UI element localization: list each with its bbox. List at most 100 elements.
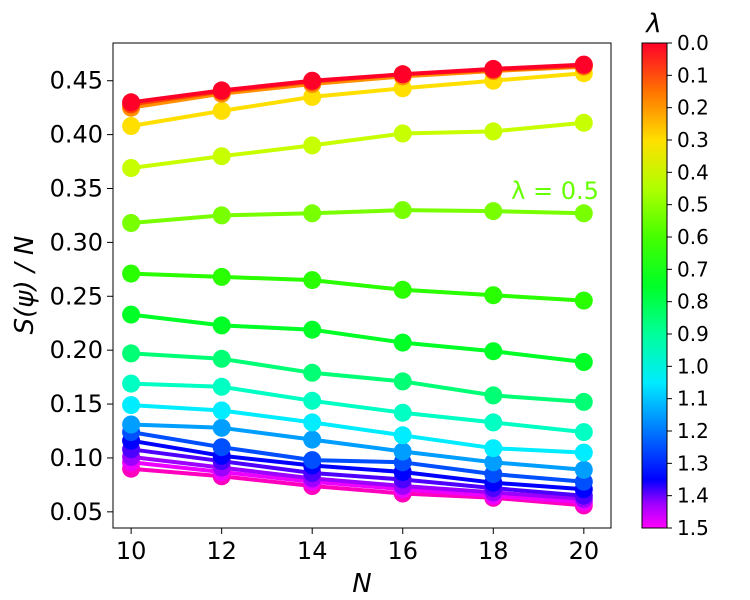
data-point	[303, 363, 322, 382]
colorbar-tick-label: 0.8	[677, 290, 709, 314]
colorbar	[641, 42, 668, 529]
series-line	[130, 466, 584, 508]
data-point	[393, 65, 412, 84]
series-4	[122, 113, 593, 177]
data-point	[393, 403, 412, 422]
series-line	[130, 460, 584, 505]
data-point	[484, 122, 503, 141]
series-line	[131, 381, 585, 435]
x-tick-label: 20	[569, 537, 600, 565]
series-9	[122, 374, 593, 442]
data-point	[122, 305, 141, 324]
data-point	[574, 460, 593, 479]
colorbar-tick-label: 1.3	[677, 451, 709, 475]
data-point	[484, 386, 503, 405]
series-line	[130, 351, 584, 404]
series-line	[130, 403, 584, 455]
colorbar-tick-label: 0.0	[677, 31, 709, 55]
series-layer	[122, 55, 593, 515]
data-point	[484, 413, 503, 432]
colorbar-tick-label: 0.3	[677, 128, 709, 152]
series-line	[130, 454, 584, 501]
data-point	[393, 201, 412, 220]
y-tick-label: 0.30	[50, 228, 103, 256]
data-point	[122, 374, 141, 393]
y-tick-label: 0.15	[50, 390, 103, 418]
data-point	[212, 316, 231, 335]
data-point	[574, 291, 593, 310]
data-point	[574, 353, 593, 371]
data-point	[122, 93, 141, 112]
series-10	[122, 396, 593, 462]
x-tick-label: 18	[478, 537, 509, 565]
data-point	[393, 442, 412, 461]
data-point	[484, 59, 503, 78]
data-point	[303, 271, 322, 290]
data-point	[393, 372, 412, 391]
series-line	[130, 447, 584, 498]
data-point	[122, 159, 141, 177]
series-1	[122, 56, 593, 114]
data-point	[393, 426, 412, 445]
y-tick-label: 0.35	[50, 175, 103, 203]
data-point	[303, 87, 322, 106]
data-point	[574, 113, 593, 132]
data-point	[122, 415, 141, 434]
series-line	[131, 271, 584, 303]
data-point	[303, 413, 322, 432]
colorbar-ticks: 0.0 0.1 0.2 0.3 0.4 0.5 0.6 0.7 0.8 0.9 1.0 1.1 1.2 1…	[667, 31, 709, 540]
plot-frame	[112, 42, 612, 529]
data-point	[484, 202, 503, 221]
data-point	[122, 264, 141, 283]
series-11	[122, 415, 593, 479]
data-point	[212, 418, 231, 437]
series-line	[130, 120, 584, 170]
colorbar-tick-label: 0.9	[677, 322, 709, 346]
colorbar-tick-label: 0.2	[677, 96, 709, 120]
data-point	[303, 320, 322, 339]
series-line	[130, 430, 584, 484]
data-point	[303, 136, 322, 155]
colorbar-tick-label: 1.4	[677, 484, 709, 508]
y-axis-label: S(ψ) / N	[10, 236, 40, 335]
series-line	[130, 438, 584, 492]
data-point	[303, 71, 322, 90]
data-point	[212, 101, 231, 120]
data-point	[212, 401, 231, 420]
data-point	[393, 333, 412, 352]
data-point	[303, 451, 322, 470]
series-0	[122, 55, 593, 112]
colorbar-tick-label: 0.4	[677, 160, 709, 184]
data-point	[122, 344, 141, 363]
x-tick-label: 16	[387, 537, 418, 565]
data-point	[574, 443, 593, 462]
series-line	[130, 312, 585, 364]
series-line	[130, 71, 584, 128]
x-tick-label: 12	[206, 537, 237, 565]
data-point	[212, 147, 231, 166]
colorbar-tick-label: 0.1	[677, 63, 709, 87]
data-point	[484, 439, 503, 458]
series-8	[122, 344, 593, 411]
colorbar-tick-label: 0.7	[677, 257, 709, 281]
data-point	[303, 391, 322, 410]
x-tick-label: 14	[297, 537, 328, 565]
series-line	[130, 64, 584, 110]
series-line	[130, 62, 584, 105]
x-tick-label: 10	[116, 537, 147, 565]
series-line	[130, 208, 584, 225]
data-point	[212, 81, 231, 100]
colorbar-tick-label: 1.0	[677, 354, 709, 378]
series-5	[122, 201, 593, 232]
lambda-annotation: λ = 0.5	[511, 177, 599, 205]
y-tick-label: 0.20	[50, 336, 103, 364]
data-point	[212, 377, 231, 396]
series-6	[122, 264, 593, 310]
y-axis: 0.05 0.10 0.15 0.20 0.25 0.30 0.35 0.40 0.45	[50, 67, 113, 526]
data-point	[212, 349, 231, 368]
x-axis: 10 12 14 16 18 20	[116, 528, 599, 565]
y-tick-label: 0.45	[50, 67, 103, 95]
data-point	[574, 204, 593, 223]
data-point	[212, 206, 231, 225]
